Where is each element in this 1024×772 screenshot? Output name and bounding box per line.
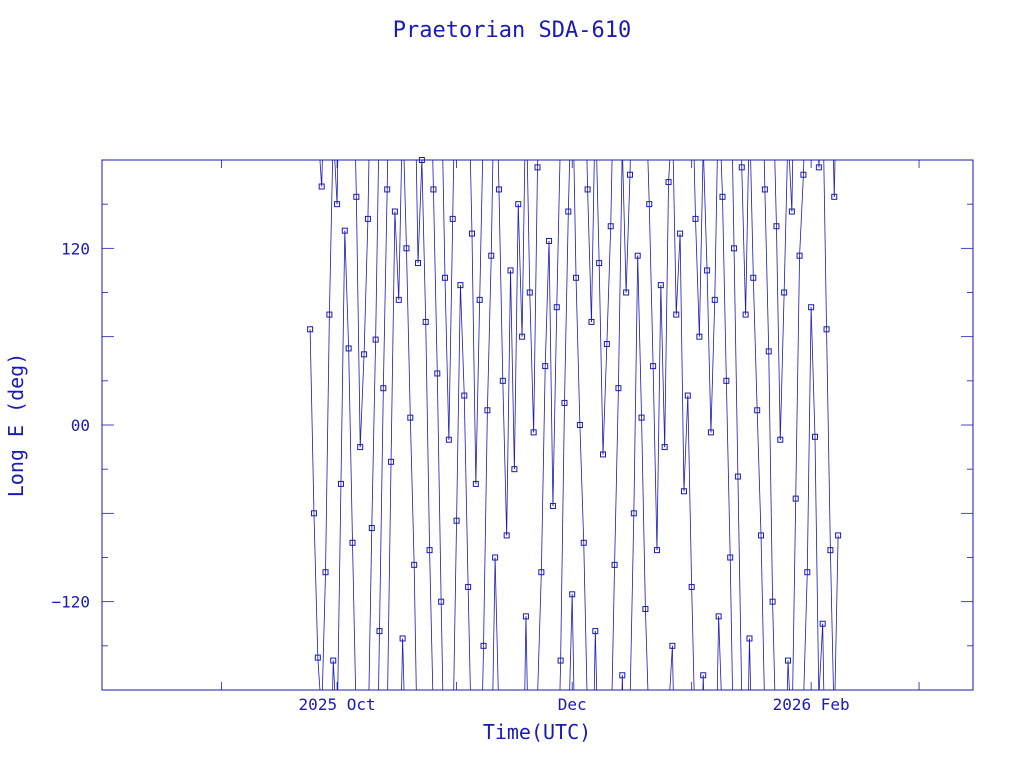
- y-tick-label: 00: [71, 416, 90, 435]
- x-axis-label: Time(UTC): [483, 720, 591, 744]
- chart-title: Praetorian SDA-610: [393, 18, 631, 43]
- y-axis-label: Long E (deg): [4, 353, 28, 498]
- x-tick-label: Dec: [558, 695, 587, 714]
- y-tick-label: 120: [61, 239, 90, 258]
- x-tick-label: 2025 Oct: [299, 695, 376, 714]
- y-tick-label: −120: [51, 593, 90, 612]
- x-tick-label: 2026 Feb: [773, 695, 850, 714]
